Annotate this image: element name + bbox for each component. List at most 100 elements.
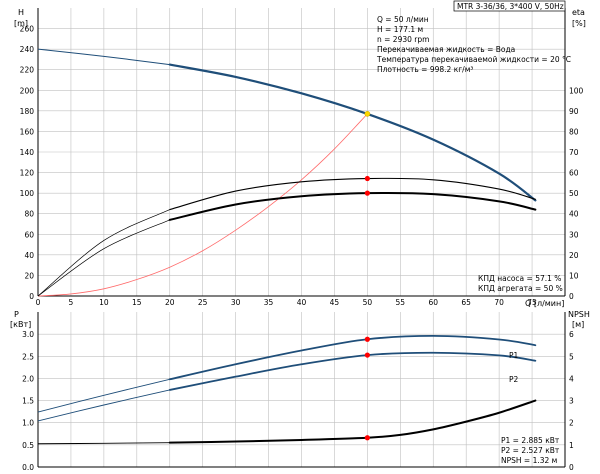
top-eta_unit-curve-extrapolated xyxy=(37,219,170,297)
eta-axis-label: eta xyxy=(572,8,585,17)
info-flow: Q = 50 л/мин xyxy=(377,15,429,24)
eta-tick-label-10: 100 xyxy=(569,86,584,95)
title-box-text: MTR 3-36/36, 3*400 V, 50Hz xyxy=(457,2,564,11)
power-tick-label-2: 1.0 xyxy=(22,419,34,428)
power-tick-label-6: 3.0 xyxy=(22,330,34,339)
info-speed: n = 2930 rpm xyxy=(377,35,429,44)
unit-efficiency-text: КПД агрегата = 50 % xyxy=(478,284,563,293)
npsh-tick-label-5: 5 xyxy=(569,352,574,361)
x-tick-label-12: 60 xyxy=(428,298,438,307)
bottom-duty-point-marker-1 xyxy=(364,352,370,358)
head-tick-label-10: 200 xyxy=(20,86,35,95)
x-tick-label-3: 15 xyxy=(132,298,142,307)
bottom-chart-ticks: 0.0 0.5 1.0 1.5 2.0 2.5 3.0 0 1 2 3 4 5 6 xyxy=(22,330,574,472)
eta-tick-label-6: 60 xyxy=(569,169,579,178)
eta-axis-unit: [%] xyxy=(572,19,586,28)
eta-tick-label-4: 40 xyxy=(569,210,579,219)
top-duty-point-marker-1 xyxy=(364,175,370,182)
top-duty-point-marker-0 xyxy=(364,110,371,117)
eta-tick-label-3: 30 xyxy=(569,230,579,239)
head-tick-label-9: 180 xyxy=(20,107,35,116)
flow-axis-label: Q [л/мин] xyxy=(525,299,564,308)
x-tick-label-1: 5 xyxy=(69,298,74,307)
bottom-P2-curve xyxy=(168,351,537,391)
top-eta_unit-curve xyxy=(168,191,537,221)
top-chart-ticks: 0 5 10 15 20 25 30 35 40 45 50 55 60 65 70 75 0 20 40 60 80 1… xyxy=(20,25,584,307)
bottom-NPSH-curve xyxy=(168,399,537,444)
npsh-axis-unit: [м] xyxy=(572,320,584,329)
x-tick-label-11: 55 xyxy=(396,298,406,307)
duty-point-markers xyxy=(364,110,371,441)
head-tick-label-6: 120 xyxy=(20,169,35,178)
x-tick-label-2: 10 xyxy=(99,298,109,307)
x-tick-label-15: 75 xyxy=(527,298,537,307)
bottom-chart-curves xyxy=(37,335,537,445)
head-axis-label: H xyxy=(18,8,24,17)
eta-tick-label-2: 20 xyxy=(569,251,579,260)
x-tick-label-4: 20 xyxy=(165,298,175,307)
head-tick-label-4: 80 xyxy=(24,210,34,219)
info-liquid: Перекачиваемая жидкость = Вода xyxy=(377,45,515,54)
head-tick-label-12: 240 xyxy=(20,45,35,54)
bottom-NPSH-curve-extrapolated xyxy=(37,442,170,445)
info-temperature: Температура перекачиваемой жидкости = 20… xyxy=(376,55,571,64)
npsh-tick-label-4: 4 xyxy=(569,374,574,383)
top-chart-grid xyxy=(37,8,565,297)
x-tick-label-13: 65 xyxy=(461,298,471,307)
top-H-curve xyxy=(168,63,537,202)
eta-tick-label-5: 50 xyxy=(569,189,579,198)
top-duty-point-marker-2 xyxy=(364,190,370,196)
x-tick-label-7: 35 xyxy=(264,298,274,307)
head-tick-label-3: 60 xyxy=(24,230,34,239)
x-tick-label-6: 30 xyxy=(231,298,241,307)
npsh-value-text: NPSH = 1.32 м xyxy=(501,456,557,465)
bottom-duty-point-marker-0 xyxy=(364,336,370,342)
bottom-P1-curve-extrapolated xyxy=(37,378,170,413)
bottom-chart-grid xyxy=(37,312,565,468)
top-eta_pump-curve-extrapolated xyxy=(37,209,170,297)
head-tick-label-11: 220 xyxy=(20,66,35,75)
head-tick-label-1: 20 xyxy=(24,271,34,280)
p1-value-text: P1 = 2.885 кВт xyxy=(501,436,560,445)
power-tick-label-3: 1.5 xyxy=(22,397,34,406)
npsh-tick-label-6: 6 xyxy=(569,330,574,339)
npsh-tick-label-2: 2 xyxy=(569,419,574,428)
power-tick-label-4: 2.0 xyxy=(22,374,34,383)
npsh-axis-label: NPSH xyxy=(568,310,590,319)
npsh-tick-label-3: 3 xyxy=(569,397,574,406)
power-axis-unit: [кВт] xyxy=(10,320,31,329)
eta-tick-label-9: 90 xyxy=(569,107,579,116)
info-head: H = 177.1 м xyxy=(377,25,423,34)
p1-series-label: P1 xyxy=(509,351,519,360)
npsh-tick-label-0: 0 xyxy=(569,463,574,472)
x-tick-label-9: 45 xyxy=(330,298,340,307)
power-tick-label-5: 2.5 xyxy=(22,352,34,361)
eta-tick-label-0: 0 xyxy=(569,292,574,301)
eta-tick-label-1: 10 xyxy=(569,271,579,280)
head-tick-label-13: 260 xyxy=(20,25,35,34)
p2-value-text: P2 = 2.527 кВт xyxy=(501,446,560,455)
head-tick-label-8: 160 xyxy=(20,127,35,136)
x-tick-label-10: 50 xyxy=(363,298,373,307)
p2-series-label: P2 xyxy=(509,375,519,384)
head-tick-label-0: 0 xyxy=(29,292,34,301)
head-tick-label-7: 140 xyxy=(20,148,35,157)
head-tick-label-2: 40 xyxy=(24,251,34,260)
info-density: Плотность = 998.2 кг/м³ xyxy=(377,65,473,74)
title-box xyxy=(453,0,566,12)
power-axis-label: P xyxy=(14,310,19,319)
x-tick-label-5: 25 xyxy=(198,298,208,307)
bottom-P2-curve-extrapolated xyxy=(37,389,170,422)
npsh-tick-label-1: 1 xyxy=(569,441,574,450)
head-tick-label-5: 100 xyxy=(20,189,35,198)
head-axis-unit: [m] xyxy=(14,19,28,28)
eta-tick-label-8: 80 xyxy=(569,127,579,136)
bottom-duty-point-marker-2 xyxy=(364,435,370,441)
x-tick-label-0: 0 xyxy=(36,298,41,307)
top-system-curve xyxy=(37,113,368,297)
top-H-curve-extrapolated xyxy=(37,48,170,66)
x-tick-label-8: 40 xyxy=(297,298,307,307)
x-tick-label-14: 70 xyxy=(494,298,504,307)
pump-efficiency-text: КПД насоса = 57.1 % xyxy=(478,274,561,283)
